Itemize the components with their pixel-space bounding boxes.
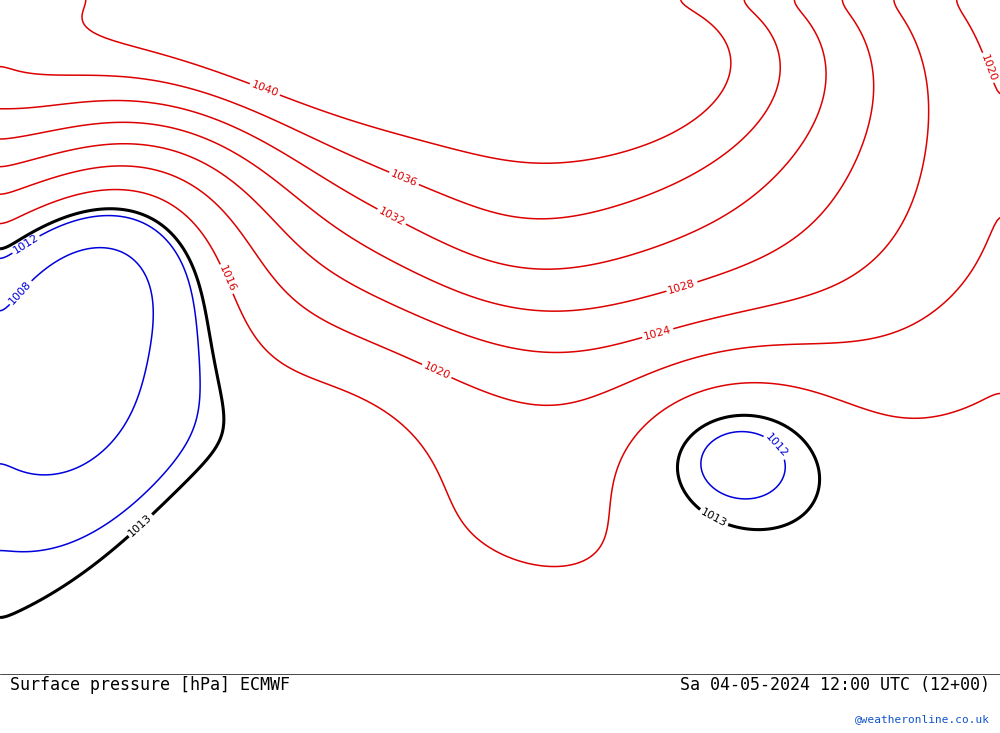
Text: 1013: 1013 (699, 507, 728, 529)
Text: 1024: 1024 (643, 325, 673, 342)
Text: 1020: 1020 (979, 53, 998, 83)
Text: Sa 04-05-2024 12:00 UTC (12+00): Sa 04-05-2024 12:00 UTC (12+00) (680, 677, 990, 694)
Text: 1036: 1036 (389, 169, 419, 188)
Text: 1013: 1013 (127, 512, 154, 539)
Text: 1020: 1020 (422, 361, 452, 381)
Text: 1016: 1016 (217, 264, 237, 294)
Text: 1012: 1012 (11, 232, 40, 256)
Text: 1012: 1012 (763, 432, 790, 460)
Text: 1028: 1028 (667, 278, 697, 295)
Text: 1040: 1040 (250, 80, 280, 99)
Text: 1008: 1008 (7, 279, 34, 306)
Text: 1032: 1032 (377, 206, 406, 228)
Text: @weatheronline.co.uk: @weatheronline.co.uk (855, 714, 990, 724)
Text: Surface pressure [hPa] ECMWF: Surface pressure [hPa] ECMWF (10, 677, 290, 694)
